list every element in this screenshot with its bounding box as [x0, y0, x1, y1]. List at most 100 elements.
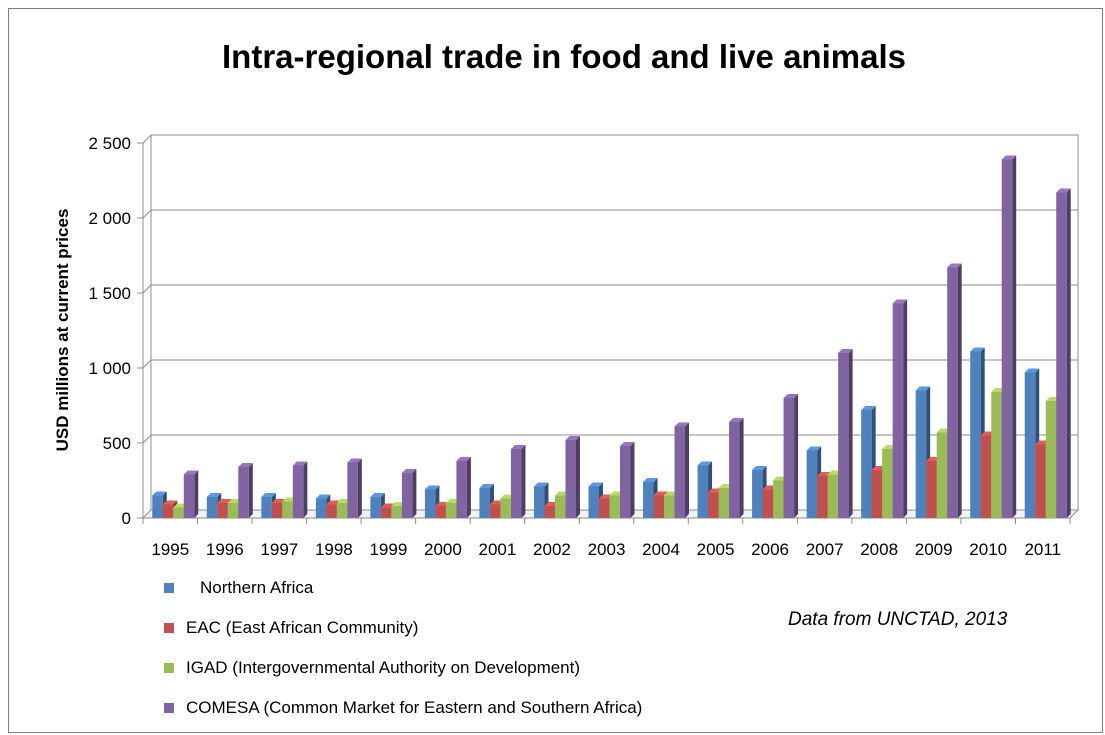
bar [609, 495, 620, 518]
y-tick-label: 2 000 [88, 209, 131, 228]
bar [892, 303, 904, 518]
bar-top [697, 461, 713, 466]
bar-side [521, 445, 526, 518]
plot-area: 0 500 1 000 1 500 2 000 2 500 1995 1996 1997 1998… [88, 134, 1080, 559]
bar [510, 449, 522, 518]
bar [1035, 444, 1046, 518]
bar [882, 449, 893, 518]
bar [238, 467, 249, 518]
bar-side [248, 463, 253, 518]
bar [479, 488, 490, 518]
bar [227, 503, 239, 518]
bar [456, 461, 467, 518]
legend-label-eac: EAC (East African Community) [186, 618, 419, 637]
x-tick-label: 2000 [424, 540, 462, 559]
bar-side [794, 394, 799, 518]
bar-top [261, 493, 276, 497]
bar-top [315, 494, 331, 499]
bar-top [162, 500, 178, 505]
bar [861, 410, 872, 518]
legend-item-igad: IGAD (Intergovernmental Authority on Dev… [164, 655, 580, 681]
bar [915, 390, 927, 518]
bar [391, 506, 402, 518]
bar-side [466, 457, 471, 518]
bar [500, 498, 511, 518]
bar [347, 462, 358, 518]
bar-side [575, 436, 580, 518]
gridline-depth [142, 134, 152, 144]
x-tick-label: 2005 [697, 540, 735, 559]
bar [424, 489, 436, 518]
bar-top [892, 299, 908, 304]
bar-side [848, 349, 853, 518]
y-axis-label: USD millions at current prices [53, 209, 72, 452]
bar [401, 473, 413, 518]
bar-top [183, 470, 199, 475]
bar-top [970, 347, 985, 352]
bar [173, 507, 184, 518]
bar-top [653, 491, 669, 496]
x-tick-label: 2007 [806, 540, 844, 559]
bar [783, 398, 795, 518]
bar [926, 461, 937, 518]
bar-side [412, 469, 417, 518]
legend-label-northern-africa: Northern Africa [200, 578, 314, 597]
bar-side [957, 263, 962, 518]
gridline-depth [142, 284, 152, 294]
x-tick-label: 2011 [1024, 540, 1061, 559]
bar-top [370, 493, 385, 497]
bar-top [533, 482, 549, 487]
bar-top [1056, 188, 1071, 193]
gridline-depth [142, 209, 152, 219]
bar [806, 450, 818, 518]
gridline-depth [142, 434, 152, 444]
bar [370, 497, 381, 518]
bar [544, 506, 555, 518]
bar-top [347, 458, 362, 463]
x-tick-label: 1997 [260, 540, 298, 559]
legend-item-eac: EAC (East African Community) [164, 615, 418, 641]
bar-side [630, 442, 635, 518]
bar [664, 495, 675, 518]
bar-top [915, 386, 931, 391]
bar [871, 470, 883, 518]
bar-top [510, 445, 526, 449]
bar-top [565, 436, 580, 440]
bar [980, 435, 992, 518]
x-tick-label: 2002 [533, 540, 571, 559]
y-tick-label: 500 [103, 434, 131, 453]
legend-item-northern-africa: Northern Africa [164, 575, 313, 601]
bar-side [685, 422, 690, 518]
bar-top [206, 493, 222, 497]
bar [435, 506, 446, 518]
bar-side [303, 461, 308, 518]
legend-swatch-northern-africa [164, 583, 174, 593]
legend-swatch-comesa [164, 703, 174, 713]
bar [380, 507, 392, 518]
bar [708, 492, 719, 518]
bar [1001, 159, 1013, 518]
bar [588, 486, 599, 518]
bar [817, 476, 828, 518]
bar [620, 446, 631, 518]
y-tick-label: 1 000 [88, 359, 131, 378]
bar-top [152, 491, 167, 496]
bar-side [903, 299, 908, 518]
bar-top [729, 418, 744, 422]
legend-label-igad: IGAD (Intergovernmental Authority on Dev… [186, 658, 581, 677]
bar [827, 474, 839, 518]
bar [217, 503, 228, 518]
bar [554, 495, 566, 518]
bar [206, 497, 218, 518]
source-annotation: Data from UNCTAD, 2013 [788, 609, 1008, 630]
bar [729, 422, 740, 518]
bar [1045, 401, 1057, 518]
bar-side [357, 458, 362, 518]
bar [697, 465, 709, 518]
bar [445, 503, 457, 518]
bar-top [1024, 368, 1040, 373]
gridline-depth [142, 359, 152, 369]
bar [326, 504, 337, 518]
bar [718, 488, 730, 518]
bar-side [1012, 155, 1017, 518]
